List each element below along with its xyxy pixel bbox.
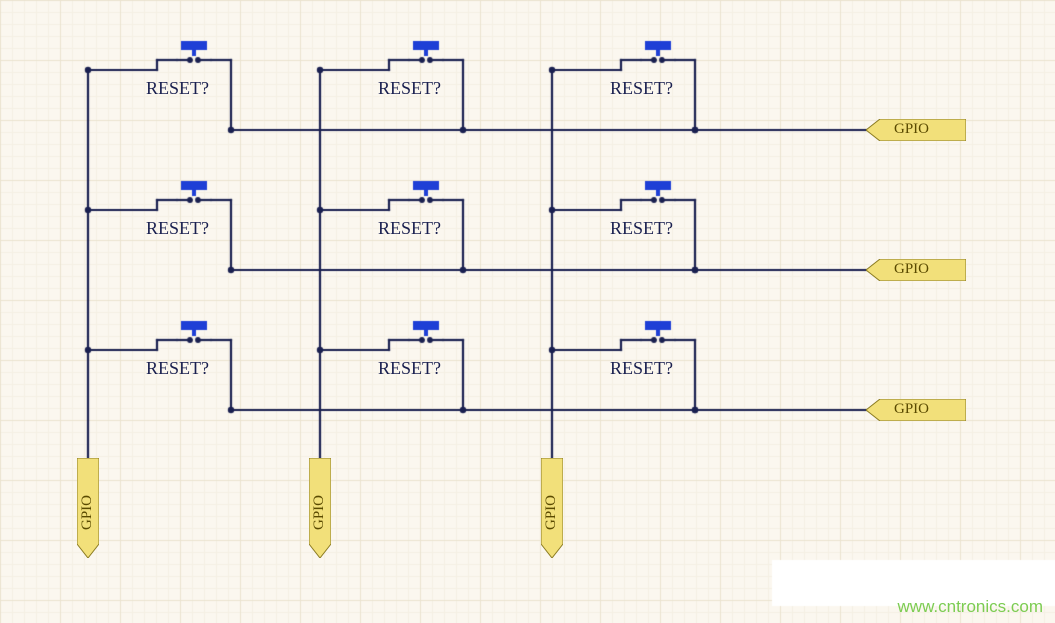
gpio-tag-col: GPIO	[77, 458, 99, 558]
button-label: RESET?	[610, 78, 673, 99]
gpio-tag-col: GPIO	[541, 458, 563, 558]
button-label: RESET?	[146, 78, 209, 99]
gpio-tag-col: GPIO	[309, 458, 331, 558]
button-label: RESET?	[378, 358, 441, 379]
gpio-text: GPIO	[894, 401, 929, 418]
gpio-tag-row: GPIO	[866, 399, 966, 421]
button-label: RESET?	[146, 218, 209, 239]
gpio-text: GPIO	[543, 495, 560, 530]
button-label: RESET?	[378, 78, 441, 99]
watermark: www.cntronics.com	[898, 597, 1043, 617]
gpio-text: GPIO	[894, 261, 929, 278]
button-label: RESET?	[610, 358, 673, 379]
gpio-text: GPIO	[311, 495, 328, 530]
button-label: RESET?	[146, 358, 209, 379]
gpio-tag-row: GPIO	[866, 259, 966, 281]
button-label: RESET?	[378, 218, 441, 239]
gpio-text: GPIO	[79, 495, 96, 530]
gpio-text: GPIO	[894, 121, 929, 138]
gpio-tag-row: GPIO	[866, 119, 966, 141]
button-label: RESET?	[610, 218, 673, 239]
